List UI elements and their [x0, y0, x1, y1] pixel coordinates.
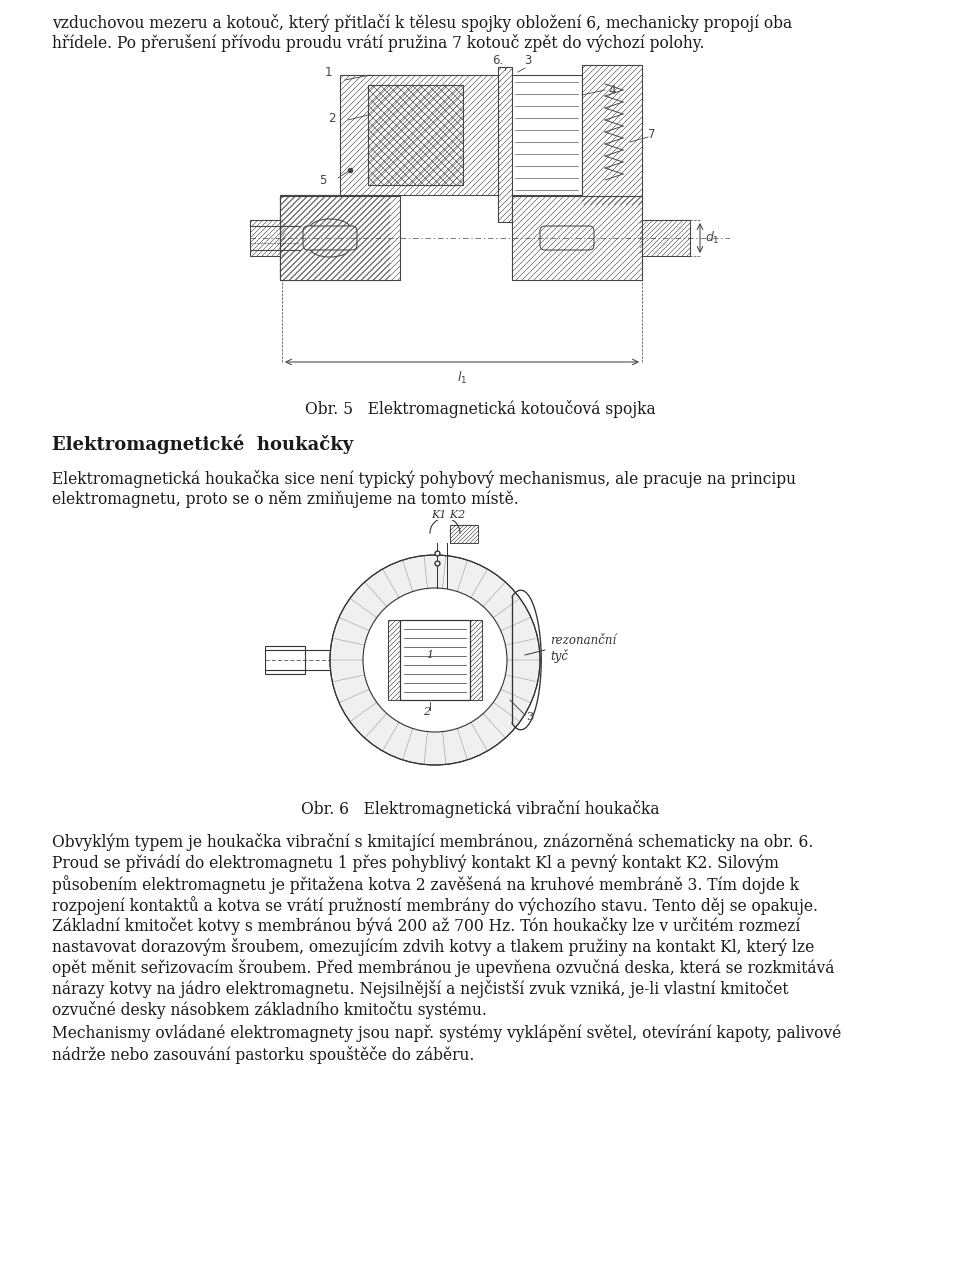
Text: 1: 1 — [426, 650, 434, 661]
Text: Obvyklým typem je houkačka vibrační s kmitající membránou, znázorněná schematick: Obvyklým typem je houkačka vibrační s km… — [52, 834, 813, 851]
Bar — [498, 67, 512, 222]
Bar — [400, 620, 470, 700]
FancyBboxPatch shape — [540, 226, 594, 250]
Bar — [498, 67, 512, 222]
Text: 7: 7 — [648, 129, 656, 141]
Bar — [368, 85, 463, 184]
Text: Základní kmitočet kotvy s membránou bývá 200 až 700 Hz. Tón houkačky lze v určit: Základní kmitočet kotvy s membránou bývá… — [52, 917, 801, 935]
Text: nárazy kotvy na jádro elektromagnetu. Nejsilnější a nejčistší zvuk vzniká, je-li: nárazy kotvy na jádro elektromagnetu. Ne… — [52, 980, 788, 998]
Text: opět měnit seřizovacím šroubem. Před membránou je upevňena ozvučná deska, která : opět měnit seřizovacím šroubem. Před mem… — [52, 959, 834, 978]
Bar — [582, 64, 642, 205]
Ellipse shape — [310, 218, 350, 237]
Text: rozpojení kontaktů a kotva se vrátí pružností membrány do výchozího stavu. Tento: rozpojení kontaktů a kotva se vrátí pruž… — [52, 895, 818, 914]
Text: nádrže nebo zasouvání pastorku spouštěče do záběru.: nádrže nebo zasouvání pastorku spouštěče… — [52, 1046, 474, 1063]
Text: tyč: tyč — [550, 649, 568, 663]
Bar — [280, 195, 390, 280]
Bar — [280, 195, 390, 280]
Bar — [280, 196, 400, 280]
Text: 5: 5 — [319, 173, 326, 187]
Bar — [388, 620, 400, 700]
Text: elektromagnetu, proto se o něm zmiňujeme na tomto místě.: elektromagnetu, proto se o něm zmiňujeme… — [52, 491, 518, 509]
Text: $d_1$: $d_1$ — [705, 230, 720, 246]
FancyBboxPatch shape — [303, 226, 357, 250]
Bar — [400, 620, 470, 700]
Bar — [368, 85, 463, 184]
Bar — [512, 196, 642, 280]
Text: Mechanismy ovládané elektromagnety jsou např. systémy vyklápění světel, otevírán: Mechanismy ovládané elektromagnety jsou … — [52, 1026, 841, 1042]
Bar — [640, 220, 690, 256]
Text: Elektromagnetická houkačka sice není typický pohybový mechanismus, ale pracuje n: Elektromagnetická houkačka sice není typ… — [52, 470, 796, 488]
Text: $l_1$: $l_1$ — [457, 370, 468, 386]
Bar — [470, 620, 482, 700]
Text: 6.: 6. — [492, 54, 504, 67]
Bar — [280, 196, 400, 280]
Text: vzduchovou mezeru a kotouč, který přitlačí k tělesu spojky obložení 6, mechanick: vzduchovou mezeru a kotouč, který přitla… — [52, 14, 792, 32]
Text: 2: 2 — [328, 111, 336, 125]
Text: Proud se přivádí do elektromagnetu 1 přes pohyblivý kontakt Kl a pevný kontakt K: Proud se přivádí do elektromagnetu 1 pře… — [52, 854, 779, 871]
Text: Obr. 5   Elektromagnetická kotoučová spojka: Obr. 5 Elektromagnetická kotoučová spojk… — [304, 400, 656, 418]
Text: hřídele. Po přerušení přívodu proudu vrátí pružina 7 kotouč zpět do výchozí polo: hřídele. Po přerušení přívodu proudu vrá… — [52, 34, 705, 52]
Text: nastavovat dorazovým šroubem, omezujícím zdvih kotvy a tlakem pružiny na kontakt: nastavovat dorazovým šroubem, omezujícím… — [52, 938, 814, 956]
Bar — [512, 75, 582, 195]
Text: 3: 3 — [526, 712, 534, 722]
Bar — [265, 645, 305, 674]
Text: K1 K2: K1 K2 — [431, 510, 466, 520]
Circle shape — [363, 589, 507, 733]
Text: 3: 3 — [524, 54, 532, 67]
Text: 2: 2 — [423, 707, 431, 717]
Text: Obr. 6   Elektromagnetická vibrační houkačka: Obr. 6 Elektromagnetická vibrační houkač… — [300, 799, 660, 818]
Bar — [250, 220, 285, 256]
Ellipse shape — [310, 239, 350, 256]
Bar — [582, 64, 642, 205]
Text: 1: 1 — [324, 66, 332, 78]
Text: Elektromagnetické  houkačky: Elektromagnetické houkačky — [52, 434, 353, 455]
Text: 4: 4 — [608, 83, 615, 96]
Bar — [512, 196, 642, 280]
Text: působením elektromagnetu je přitažena kotva 2 zavěšená na kruhové membráně 3. Tí: působením elektromagnetu je přitažena ko… — [52, 875, 799, 894]
Bar — [450, 525, 478, 543]
Bar — [512, 75, 582, 195]
Circle shape — [330, 554, 540, 765]
Bar — [340, 75, 500, 195]
Text: ozvučné desky násobkem základního kmitočtu systému.: ozvučné desky násobkem základního kmitoč… — [52, 1002, 487, 1019]
Text: rezonanční: rezonanční — [550, 634, 616, 647]
